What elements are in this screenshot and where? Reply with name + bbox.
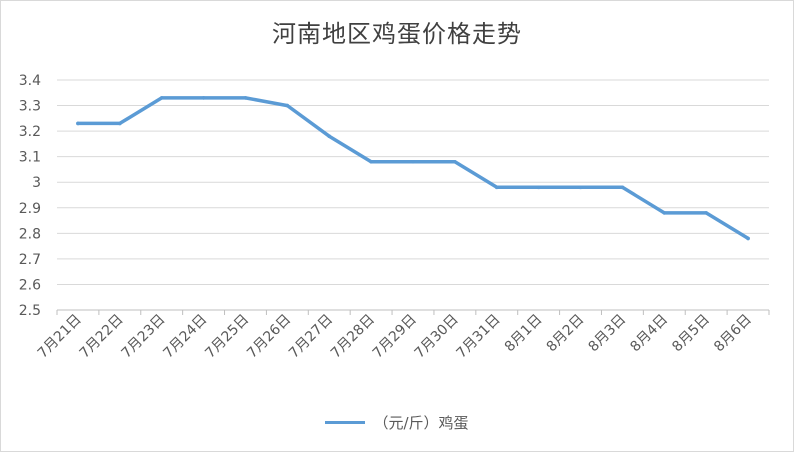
x-tick-label: 7月27日 <box>286 312 336 362</box>
chart-title: 河南地区鸡蛋价格走势 <box>272 20 522 48</box>
x-tick-label: 7月29日 <box>370 312 420 362</box>
x-tick-label: 7月26日 <box>244 312 294 362</box>
data-point <box>243 96 248 100</box>
data-point <box>118 121 122 126</box>
x-tick-label: 7月31日 <box>454 312 504 362</box>
y-tick-label: 2.7 <box>19 252 41 268</box>
y-tick-label: 3.2 <box>19 124 41 140</box>
y-tick-label: 3.4 <box>19 73 41 89</box>
data-point <box>76 121 80 126</box>
x-tick-label: 7月25日 <box>202 312 252 362</box>
x-tick-label: 8月3日 <box>586 312 630 356</box>
x-tick-label: 8月4日 <box>627 312 671 356</box>
data-point <box>578 185 583 190</box>
data-point <box>327 134 332 139</box>
data-point <box>620 185 625 190</box>
y-tick-label: 2.9 <box>19 201 41 217</box>
data-point <box>662 211 667 215</box>
series-line <box>76 96 750 241</box>
x-tick-label: 7月28日 <box>328 312 378 362</box>
legend-label: （元/斤）鸡蛋 <box>373 413 469 432</box>
data-point <box>453 159 457 164</box>
y-tick-label: 2.6 <box>19 277 41 293</box>
data-point <box>285 103 290 108</box>
legend: （元/斤）鸡蛋 <box>0 410 794 434</box>
x-tick-label: 7月23日 <box>119 312 169 362</box>
x-tick-label: 8月6日 <box>711 312 755 356</box>
y-tick-label: 2.5 <box>19 303 41 319</box>
data-point <box>536 185 541 190</box>
x-tick-label: 7月30日 <box>412 312 462 362</box>
x-tick-label: 7月22日 <box>77 312 127 362</box>
x-tick-label: 8月2日 <box>544 312 588 356</box>
data-point <box>704 211 708 215</box>
data-point <box>369 159 373 164</box>
x-tick-label: 8月1日 <box>502 312 546 356</box>
data-point <box>411 159 415 164</box>
y-tick-label: 3.1 <box>19 150 41 166</box>
data-point <box>159 96 164 100</box>
data-point <box>494 185 499 190</box>
x-tick-label: 7月24日 <box>160 312 210 362</box>
legend-line-swatch <box>325 420 366 424</box>
y-tick-label: 3.3 <box>19 99 41 115</box>
data-point <box>746 236 750 241</box>
y-tick-label: 3 <box>32 175 41 191</box>
data-point <box>201 96 206 100</box>
x-tick-label: 7月21日 <box>35 312 85 362</box>
y-tick-label: 2.8 <box>19 226 41 242</box>
x-tick-label: 8月5日 <box>669 312 713 356</box>
